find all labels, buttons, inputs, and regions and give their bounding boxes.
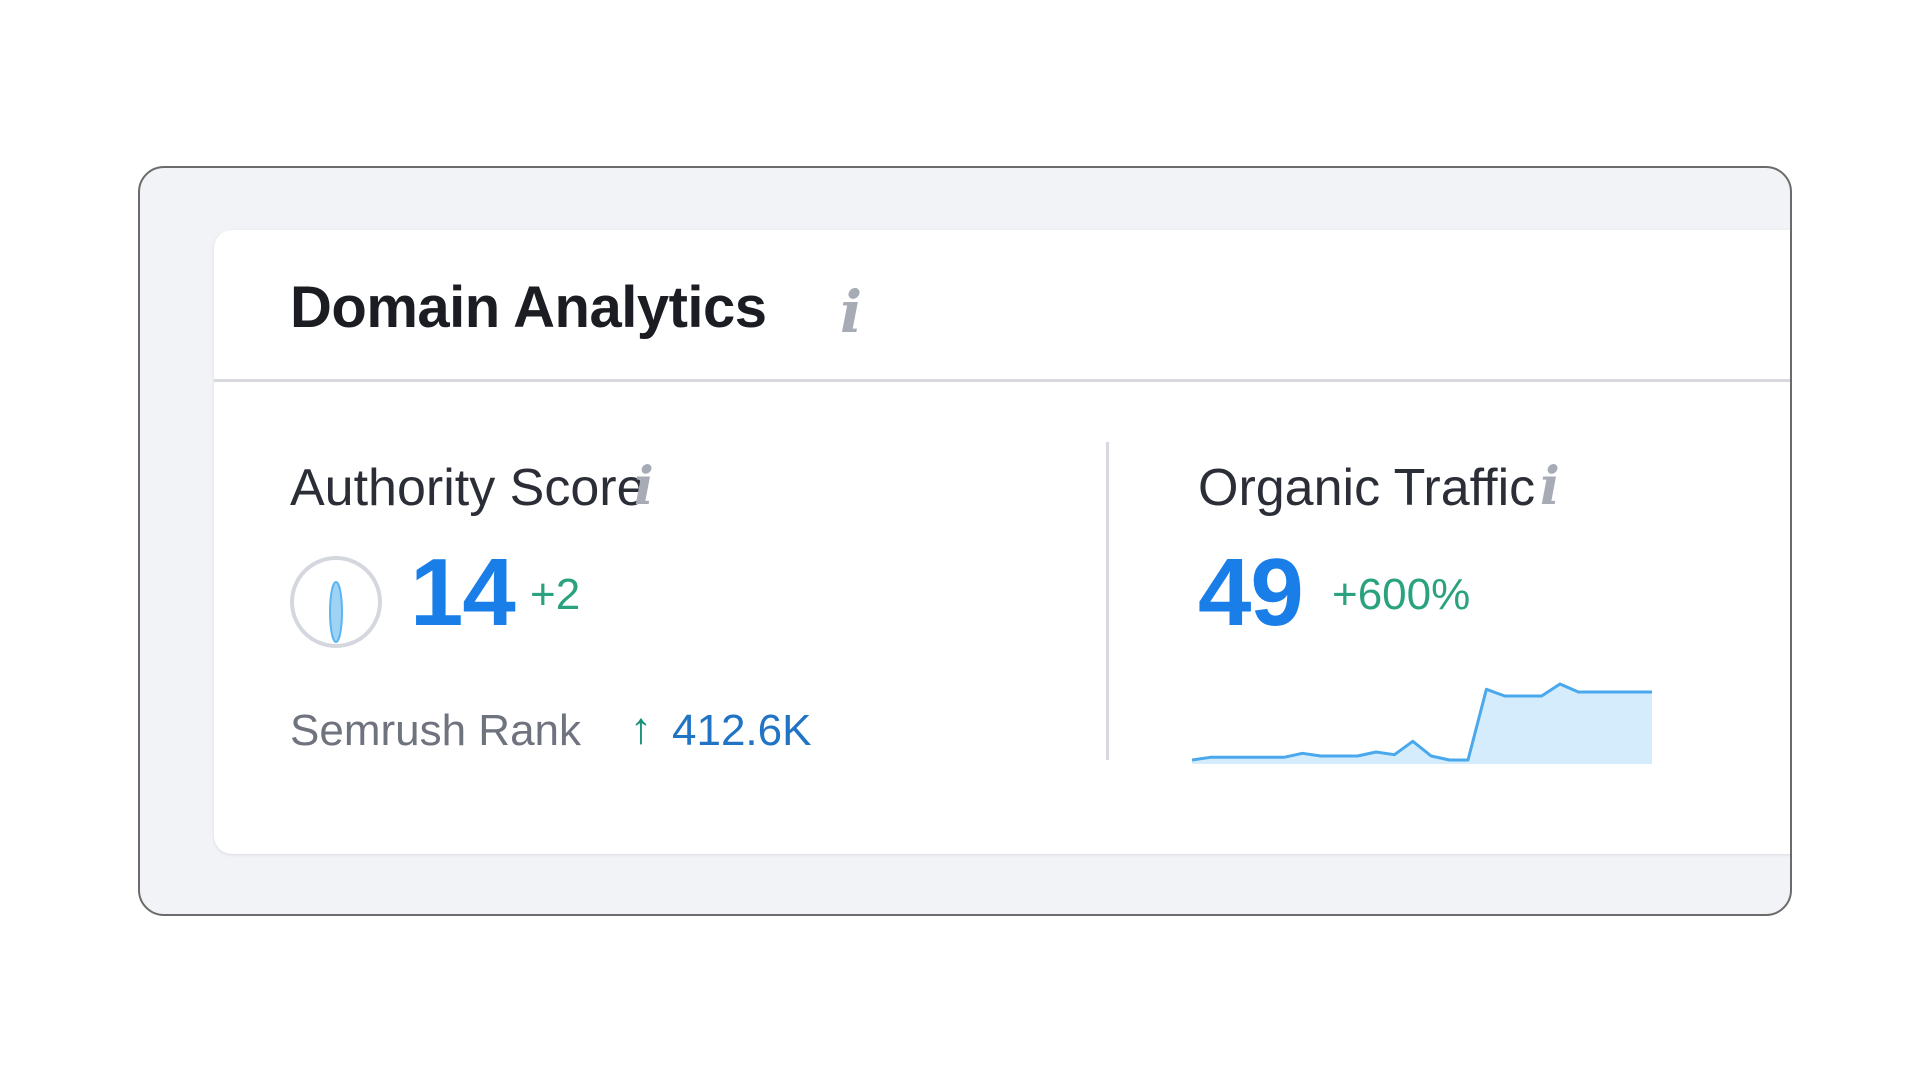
arrow-up-icon: ↑ xyxy=(630,704,652,753)
organic-traffic-value[interactable]: 49 xyxy=(1198,539,1304,646)
sparkline-line xyxy=(1192,682,1652,762)
widget-frame: Domain Analytics i Authority Score i 14 … xyxy=(138,166,1792,916)
card-header: Domain Analytics i xyxy=(214,230,1790,382)
domain-analytics-card: Domain Analytics i Authority Score i 14 … xyxy=(214,230,1790,854)
authority-score-label[interactable]: Authority Score xyxy=(290,459,646,517)
card-title: Domain Analytics xyxy=(290,275,767,340)
title-info-icon[interactable]: i xyxy=(840,278,863,346)
authority-score-delta: +2 xyxy=(530,570,581,619)
semrush-rank-value[interactable]: 412.6K xyxy=(672,706,812,755)
organic-traffic-label[interactable]: Organic Traffic xyxy=(1198,459,1536,517)
authority-score-value[interactable]: 14 xyxy=(410,539,516,646)
section-divider xyxy=(1106,442,1109,760)
authority-gauge-icon xyxy=(290,556,382,648)
organic-traffic-sparkline[interactable] xyxy=(1192,680,1652,764)
organic-traffic-info-icon[interactable]: i xyxy=(1540,456,1560,517)
organic-traffic-delta: +600% xyxy=(1332,570,1471,619)
semrush-rank-label: Semrush Rank xyxy=(290,706,582,755)
authority-score-info-icon[interactable]: i xyxy=(634,456,654,517)
sparkline-area xyxy=(1192,684,1652,764)
